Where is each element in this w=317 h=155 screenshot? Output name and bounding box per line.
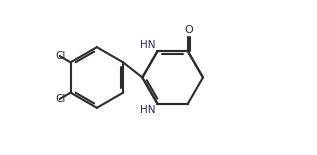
Text: HN: HN <box>140 105 156 115</box>
Text: Cl: Cl <box>55 51 66 61</box>
Text: HN: HN <box>140 40 156 50</box>
Text: Cl: Cl <box>55 94 66 104</box>
Text: O: O <box>184 25 193 35</box>
